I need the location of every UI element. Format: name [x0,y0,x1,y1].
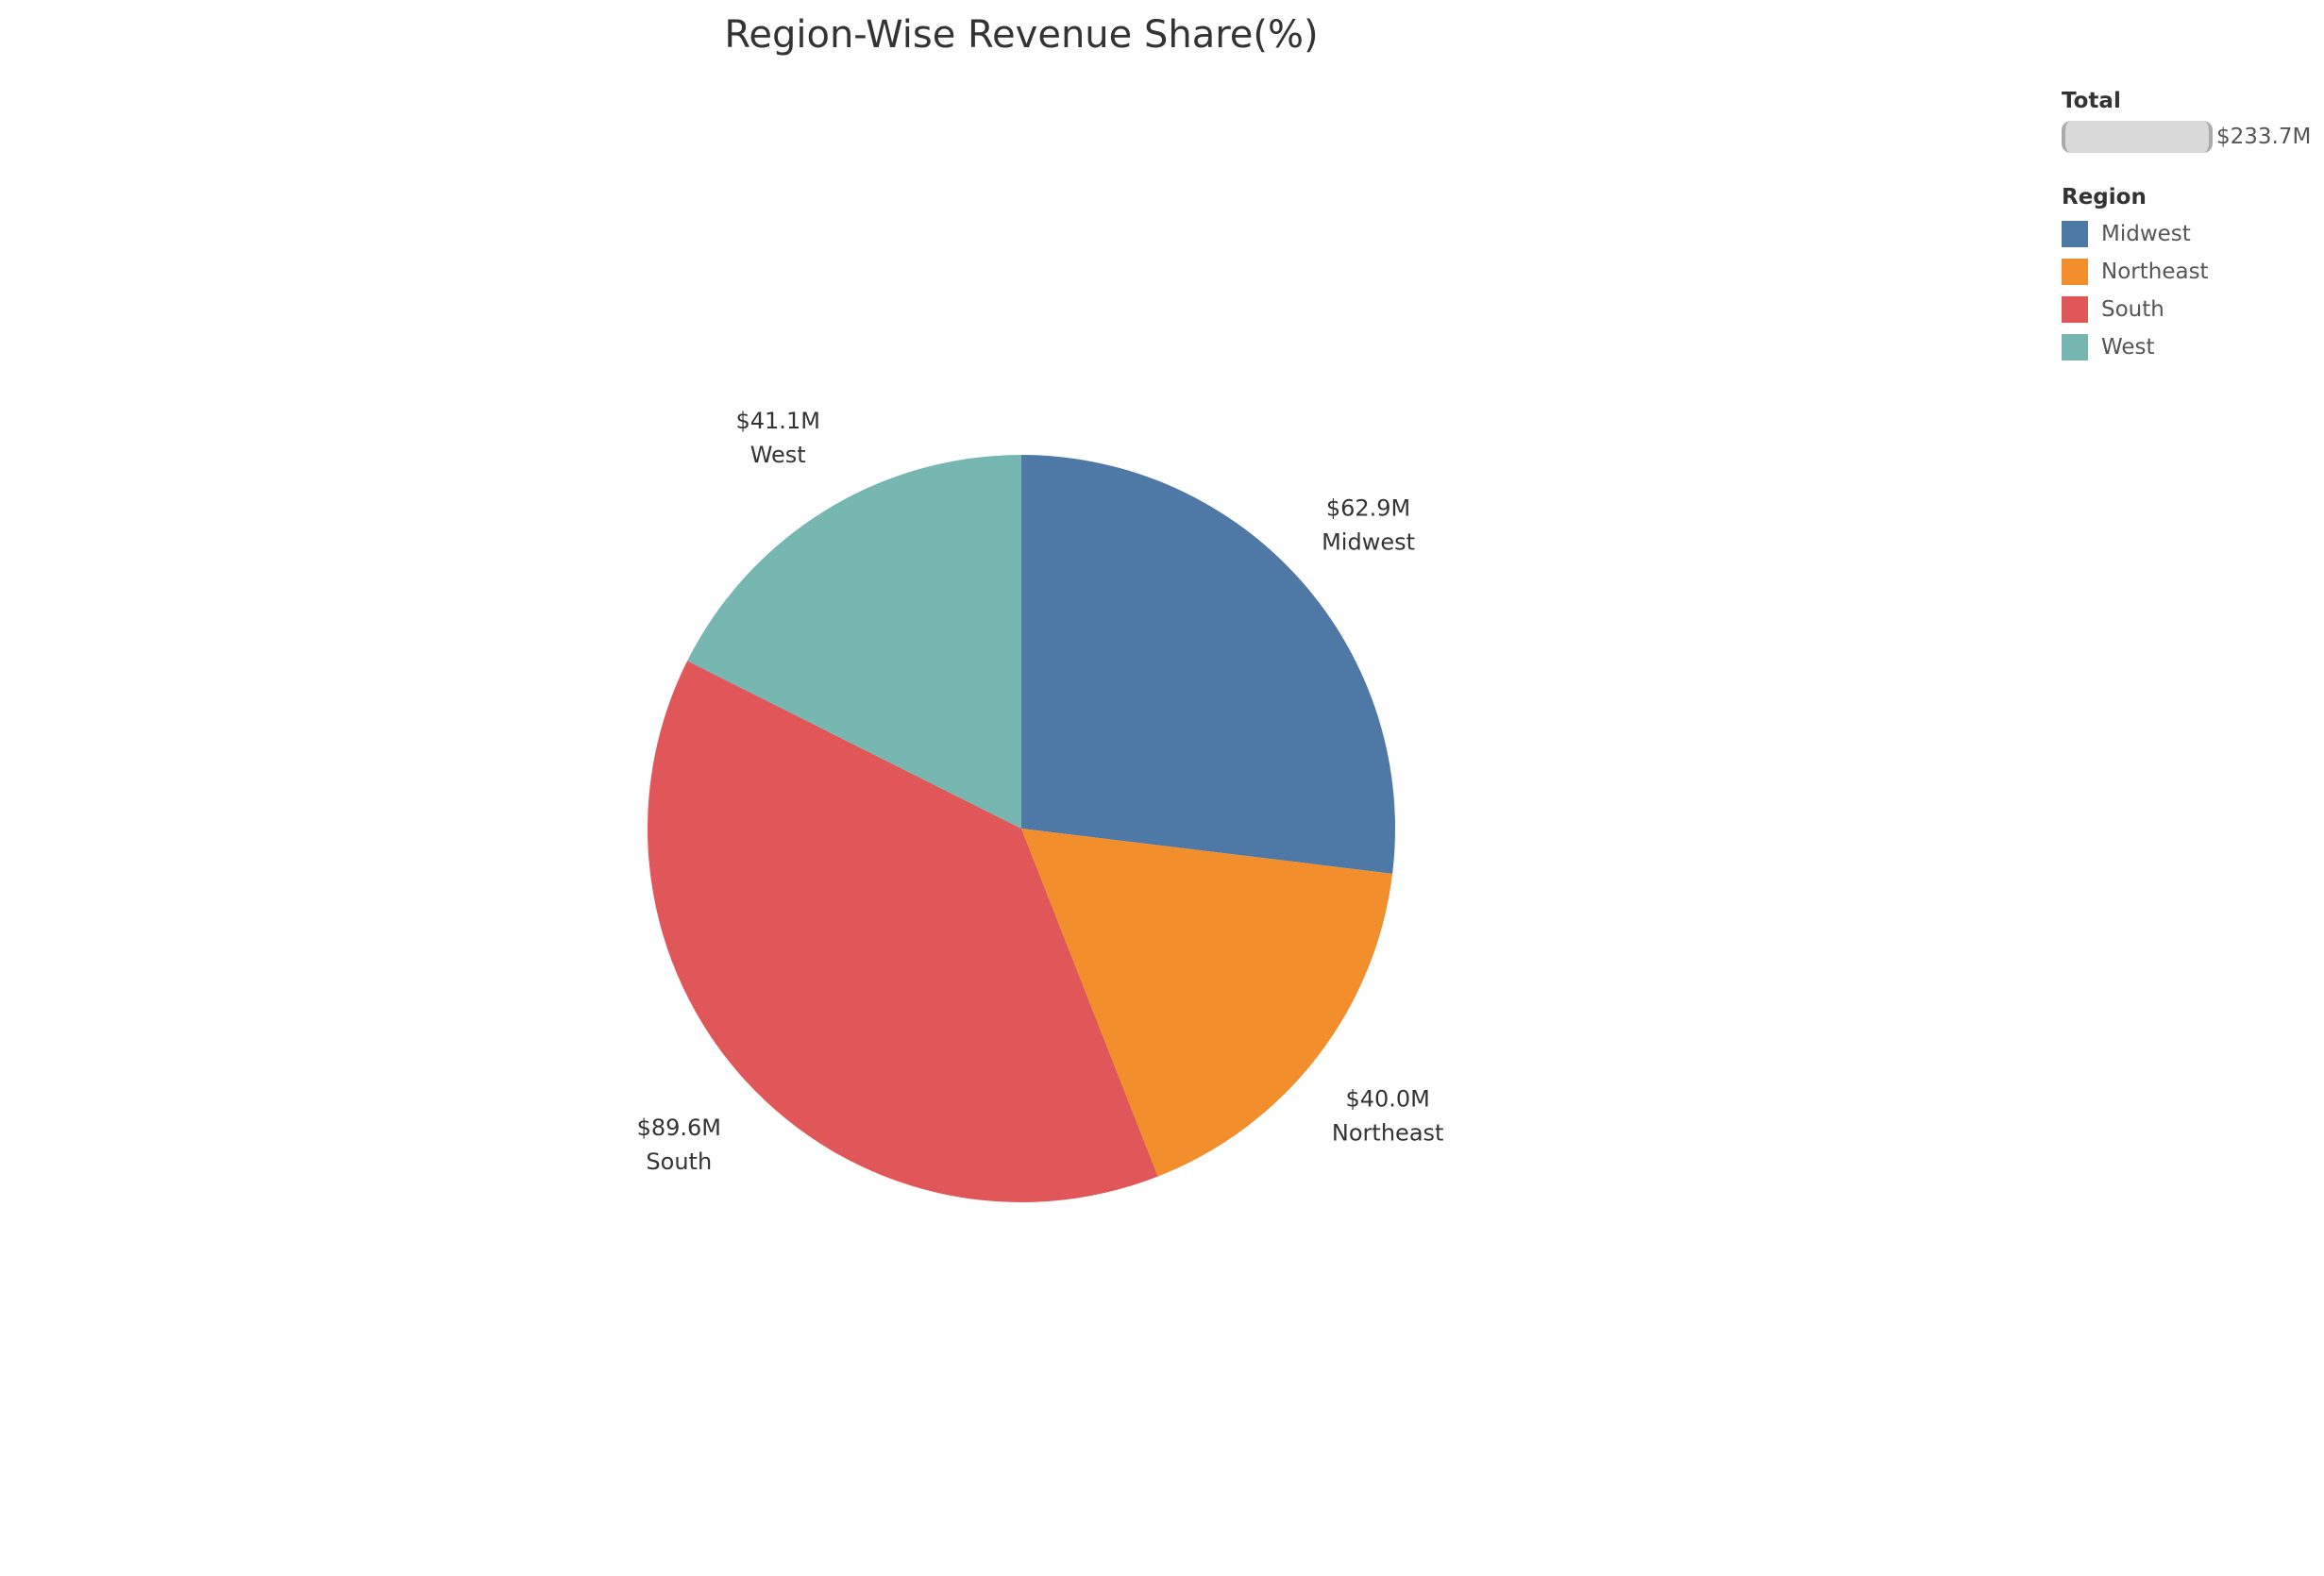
pie-slice-west[interactable] [687,455,1021,829]
total-size-bar [2062,121,2213,153]
slice-value-label: $40.0M [1345,1086,1429,1113]
legend-item-west[interactable]: West [2062,328,2316,366]
slice-value-label: $62.9M [1326,495,1410,521]
slice-value-label: $41.1M [736,408,820,434]
legend-swatch-northeast [2062,259,2088,285]
legend: Total $233.7M Region Midwest Northeast S… [2062,89,2316,366]
legend-item-south[interactable]: South [2062,291,2316,328]
legend-swatch-midwest [2062,221,2088,247]
slice-name-label: Northeast [1332,1120,1444,1147]
legend-total-heading: Total [2062,89,2121,113]
legend-region-heading: Region [2062,185,2147,210]
pie-slice-south[interactable] [647,661,1158,1203]
slice-value-label: $89.6M [637,1115,721,1141]
legend-total-value: $233.7M [2216,125,2312,149]
legend-items: Midwest Northeast South West [2062,215,2316,366]
legend-item-northeast[interactable]: Northeast [2062,253,2316,291]
pie-chart: $62.9M Midwest $40.0M Northeast $89.6M South $… [637,408,1444,1203]
legend-swatch-west [2062,334,2088,360]
pie-slice-midwest[interactable] [1021,455,1395,874]
legend-item-midwest[interactable]: Midwest [2062,215,2316,253]
legend-label: Northeast [2101,260,2209,284]
legend-label: West [2101,335,2155,360]
slice-name-label: West [750,442,806,468]
slice-name-label: South [646,1148,712,1175]
legend-total-row: $233.7M [2062,119,2316,155]
chart-title: Region-Wise Revenue Share(%) [724,13,1319,57]
slice-name-label: Midwest [1322,528,1415,555]
legend-label: Midwest [2101,222,2191,246]
legend-label: South [2101,297,2164,322]
legend-swatch-south [2062,296,2088,323]
pie-slice-northeast[interactable] [1021,829,1393,1177]
